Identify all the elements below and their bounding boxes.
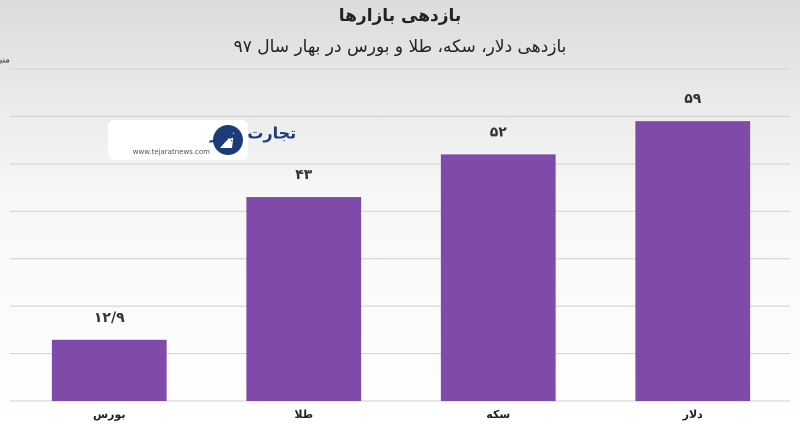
value-label: ۴۳ [295,167,313,183]
x-tick-label: سکه [486,408,510,421]
chart-title: بازدهی بازارها [339,6,462,26]
x-tick-label: طلا [294,408,313,421]
value-label: ۵۹ [684,91,702,107]
x-tick-label: بورس [93,408,126,421]
bar [635,121,751,402]
logo: تجارت نیوز www.tejaratnews.com [108,120,296,160]
chart-subtitle: بازدهی دلار، سکه، طلا و بورس در بهار سال… [234,37,567,57]
bar [51,339,167,401]
logo-url: www.tejaratnews.com [133,148,210,156]
logo-box [108,120,248,160]
bar [246,197,362,401]
bar [440,154,556,401]
value-label: ۱۲/۹ [94,310,125,326]
source: منبع: شبکه اطلاع‌رسانی طلا، سکه و ارز [0,56,10,66]
x-tick-label: دلار [682,408,704,421]
value-label: ۵۲ [490,124,508,140]
logo-name: تجارت نیوز [209,124,296,143]
logo-mark [220,132,234,148]
